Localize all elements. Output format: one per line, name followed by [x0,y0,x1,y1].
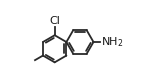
Text: Cl: Cl [49,16,60,26]
Text: NH$_2$: NH$_2$ [101,35,124,49]
